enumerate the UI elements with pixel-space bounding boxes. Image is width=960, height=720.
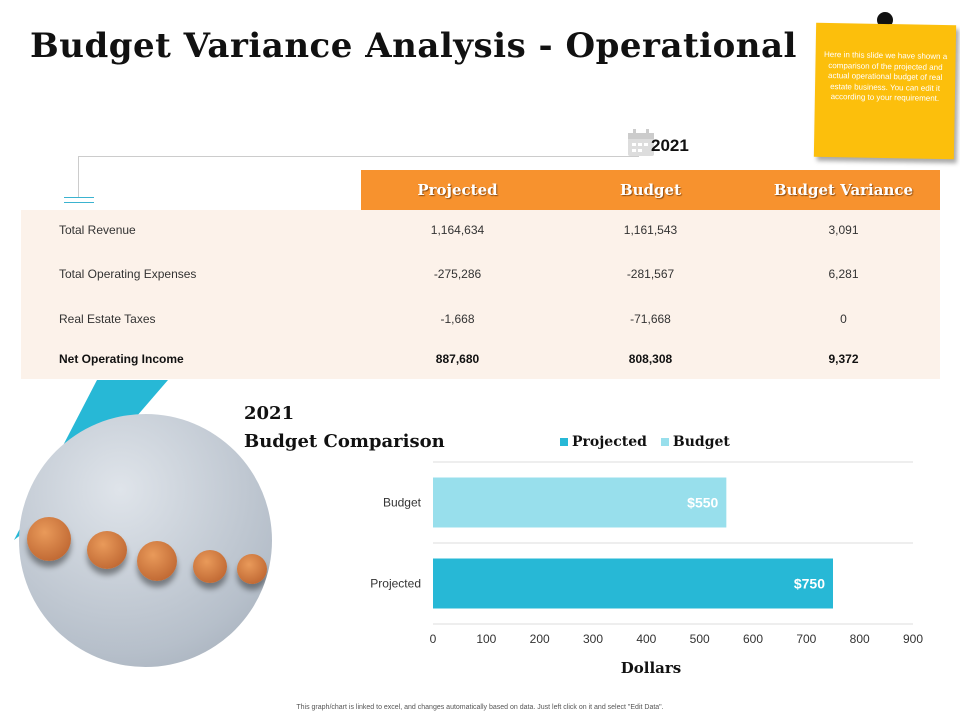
cell: 6,281 <box>828 267 859 281</box>
x-tick-label: 100 <box>476 632 496 646</box>
row-label: Real Estate Taxes <box>59 312 156 326</box>
cell: 9,372 <box>828 352 859 366</box>
connector-end <box>64 197 94 203</box>
coin <box>27 517 71 561</box>
x-tick-label: 700 <box>796 632 816 646</box>
data-label: $750 <box>794 576 825 592</box>
connector-line <box>78 156 639 197</box>
row-label: Net Operating Income <box>59 352 184 366</box>
table-row: Total Operating Expenses -275,286 -281,567… <box>21 267 940 281</box>
cell: -71,668 <box>630 312 671 326</box>
bar-budget <box>433 477 727 528</box>
cell: 808,308 <box>628 352 673 366</box>
cell: -1,668 <box>440 312 475 326</box>
x-tick-label: 200 <box>530 632 550 646</box>
row-label: Total Revenue <box>59 223 136 237</box>
chart-year: 2021 <box>244 403 295 424</box>
table-body: Total Revenue 1,164,634 1,161,543 3,091 Tot… <box>21 210 940 379</box>
cell: 1,164,634 <box>430 223 485 237</box>
x-tick-label: 500 <box>690 632 710 646</box>
calendar-icon <box>628 129 654 156</box>
table-year: 2021 <box>651 136 689 155</box>
x-axis-title: Dollars <box>621 659 681 677</box>
header-budget: Budget <box>619 181 682 199</box>
page-title: Budget Variance Analysis - Operational <box>30 26 797 66</box>
x-tick-label: 0 <box>430 632 437 646</box>
header-projected: Projected <box>417 181 498 199</box>
legend-label: Budget <box>672 434 730 450</box>
legend-swatch <box>660 438 669 446</box>
chart-title: Budget Comparison <box>244 431 445 452</box>
header-budget-variance: Budget Variance <box>773 181 914 199</box>
cell: 0 <box>840 312 847 326</box>
legend-label: Projected <box>572 434 647 450</box>
table-row: Total Revenue 1,164,634 1,161,543 3,091 <box>21 223 940 237</box>
cell: 1,161,543 <box>623 223 678 237</box>
x-tick-label: 600 <box>743 632 763 646</box>
coin <box>87 531 127 569</box>
chart-legend: Projected Budget <box>560 434 730 450</box>
coin <box>237 554 267 584</box>
legend-projected: Projected <box>560 434 647 450</box>
row-label: Total Operating Expenses <box>59 267 197 281</box>
footer-note: This graph/chart is linked to excel, and… <box>296 704 664 711</box>
category-label: Projected <box>370 577 421 591</box>
category-label: Budget <box>383 496 422 510</box>
table-row: Net Operating Income 887,680 808,308 9,372 <box>21 352 940 366</box>
table-row: Real Estate Taxes -1,668 -71,668 0 <box>21 312 940 326</box>
cell: -281,567 <box>626 267 675 281</box>
x-tick-label: 400 <box>636 632 656 646</box>
cell: 887,680 <box>435 352 480 366</box>
cell: -275,286 <box>433 267 482 281</box>
x-tick-label: 800 <box>850 632 870 646</box>
table-header: Projected Budget Budget Variance <box>361 170 940 210</box>
x-tick-label: 900 <box>903 632 923 646</box>
coin <box>137 541 177 581</box>
legend-budget: Budget <box>660 434 730 450</box>
x-tick-label: 300 <box>583 632 603 646</box>
legend-swatch <box>560 438 568 446</box>
bar-projected <box>433 558 833 609</box>
data-label: $550 <box>687 495 718 511</box>
cell: 3,091 <box>828 223 859 237</box>
coins-photo <box>19 414 272 667</box>
coin <box>193 550 227 583</box>
